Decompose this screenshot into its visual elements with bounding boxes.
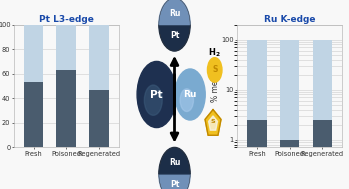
Bar	[57, 70, 76, 147]
Bar	[247, 120, 267, 189]
Polygon shape	[205, 110, 221, 135]
Text: S: S	[211, 119, 215, 124]
Bar	[280, 40, 299, 140]
Bar	[24, 25, 43, 82]
Text: Pt: Pt	[170, 31, 179, 40]
Circle shape	[144, 85, 162, 115]
Bar	[57, 25, 76, 70]
Wedge shape	[159, 174, 190, 189]
Text: $\mathbf{H_2}$: $\mathbf{H_2}$	[208, 47, 221, 59]
Bar	[247, 40, 267, 120]
Text: Pt: Pt	[150, 90, 163, 99]
Bar	[313, 40, 332, 120]
Y-axis label: % metal: % metal	[211, 70, 220, 102]
Text: Ru: Ru	[184, 90, 197, 99]
Circle shape	[175, 69, 205, 120]
Bar	[89, 25, 109, 90]
Polygon shape	[209, 116, 217, 130]
Bar	[89, 90, 109, 147]
Bar	[313, 120, 332, 189]
Legend: Ru, Pt: Ru, Pt	[47, 188, 85, 189]
Bar	[280, 140, 299, 189]
Text: Ru: Ru	[169, 9, 180, 18]
Circle shape	[207, 58, 222, 82]
Legend: Ru, Pt: Ru, Pt	[271, 188, 309, 189]
Wedge shape	[159, 0, 190, 25]
Wedge shape	[159, 147, 190, 174]
Title: Pt L3-edge: Pt L3-edge	[39, 15, 94, 24]
Wedge shape	[159, 25, 190, 51]
Circle shape	[180, 89, 193, 112]
Title: Ru K-edge: Ru K-edge	[264, 15, 315, 24]
Bar	[24, 82, 43, 147]
Text: S: S	[212, 65, 217, 74]
Text: Pt: Pt	[170, 180, 179, 189]
Circle shape	[137, 61, 176, 128]
Text: Ru: Ru	[169, 158, 180, 167]
